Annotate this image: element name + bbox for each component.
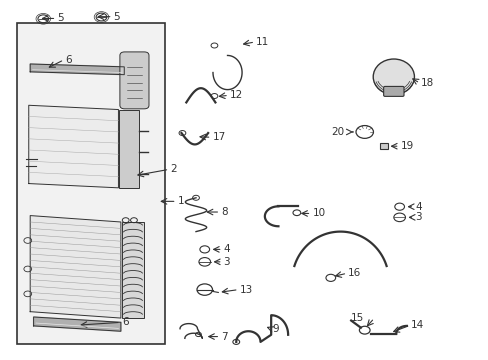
Text: 7: 7 (221, 332, 227, 342)
Text: 3: 3 (223, 257, 230, 267)
Text: 15: 15 (350, 313, 364, 323)
Polygon shape (34, 317, 121, 331)
Text: 12: 12 (229, 90, 243, 100)
Text: 20: 20 (330, 127, 344, 137)
Text: 4: 4 (223, 244, 230, 255)
Text: 5: 5 (57, 13, 64, 23)
Text: 19: 19 (400, 141, 413, 151)
Polygon shape (30, 216, 121, 318)
Bar (17, 23, 164, 344)
Text: 4: 4 (414, 202, 421, 212)
Text: 9: 9 (272, 324, 278, 334)
Text: 1: 1 (178, 196, 184, 206)
Text: 13: 13 (239, 285, 252, 294)
Text: 2: 2 (170, 164, 177, 174)
Text: 5: 5 (113, 12, 120, 22)
Text: 14: 14 (410, 320, 424, 330)
Text: 8: 8 (221, 207, 227, 217)
FancyBboxPatch shape (383, 86, 403, 96)
Text: 6: 6 (122, 317, 128, 327)
Ellipse shape (372, 59, 414, 95)
Text: 18: 18 (420, 78, 433, 88)
Bar (122, 222, 144, 318)
Text: 10: 10 (312, 208, 325, 219)
Text: 6: 6 (65, 55, 72, 65)
Polygon shape (30, 64, 124, 75)
FancyBboxPatch shape (120, 52, 149, 109)
Bar (119, 109, 139, 188)
Text: 11: 11 (256, 37, 269, 47)
Text: 3: 3 (414, 212, 421, 222)
Polygon shape (29, 105, 118, 188)
Text: 17: 17 (212, 132, 225, 142)
Bar (380, 143, 386, 149)
Text: 16: 16 (347, 268, 361, 278)
